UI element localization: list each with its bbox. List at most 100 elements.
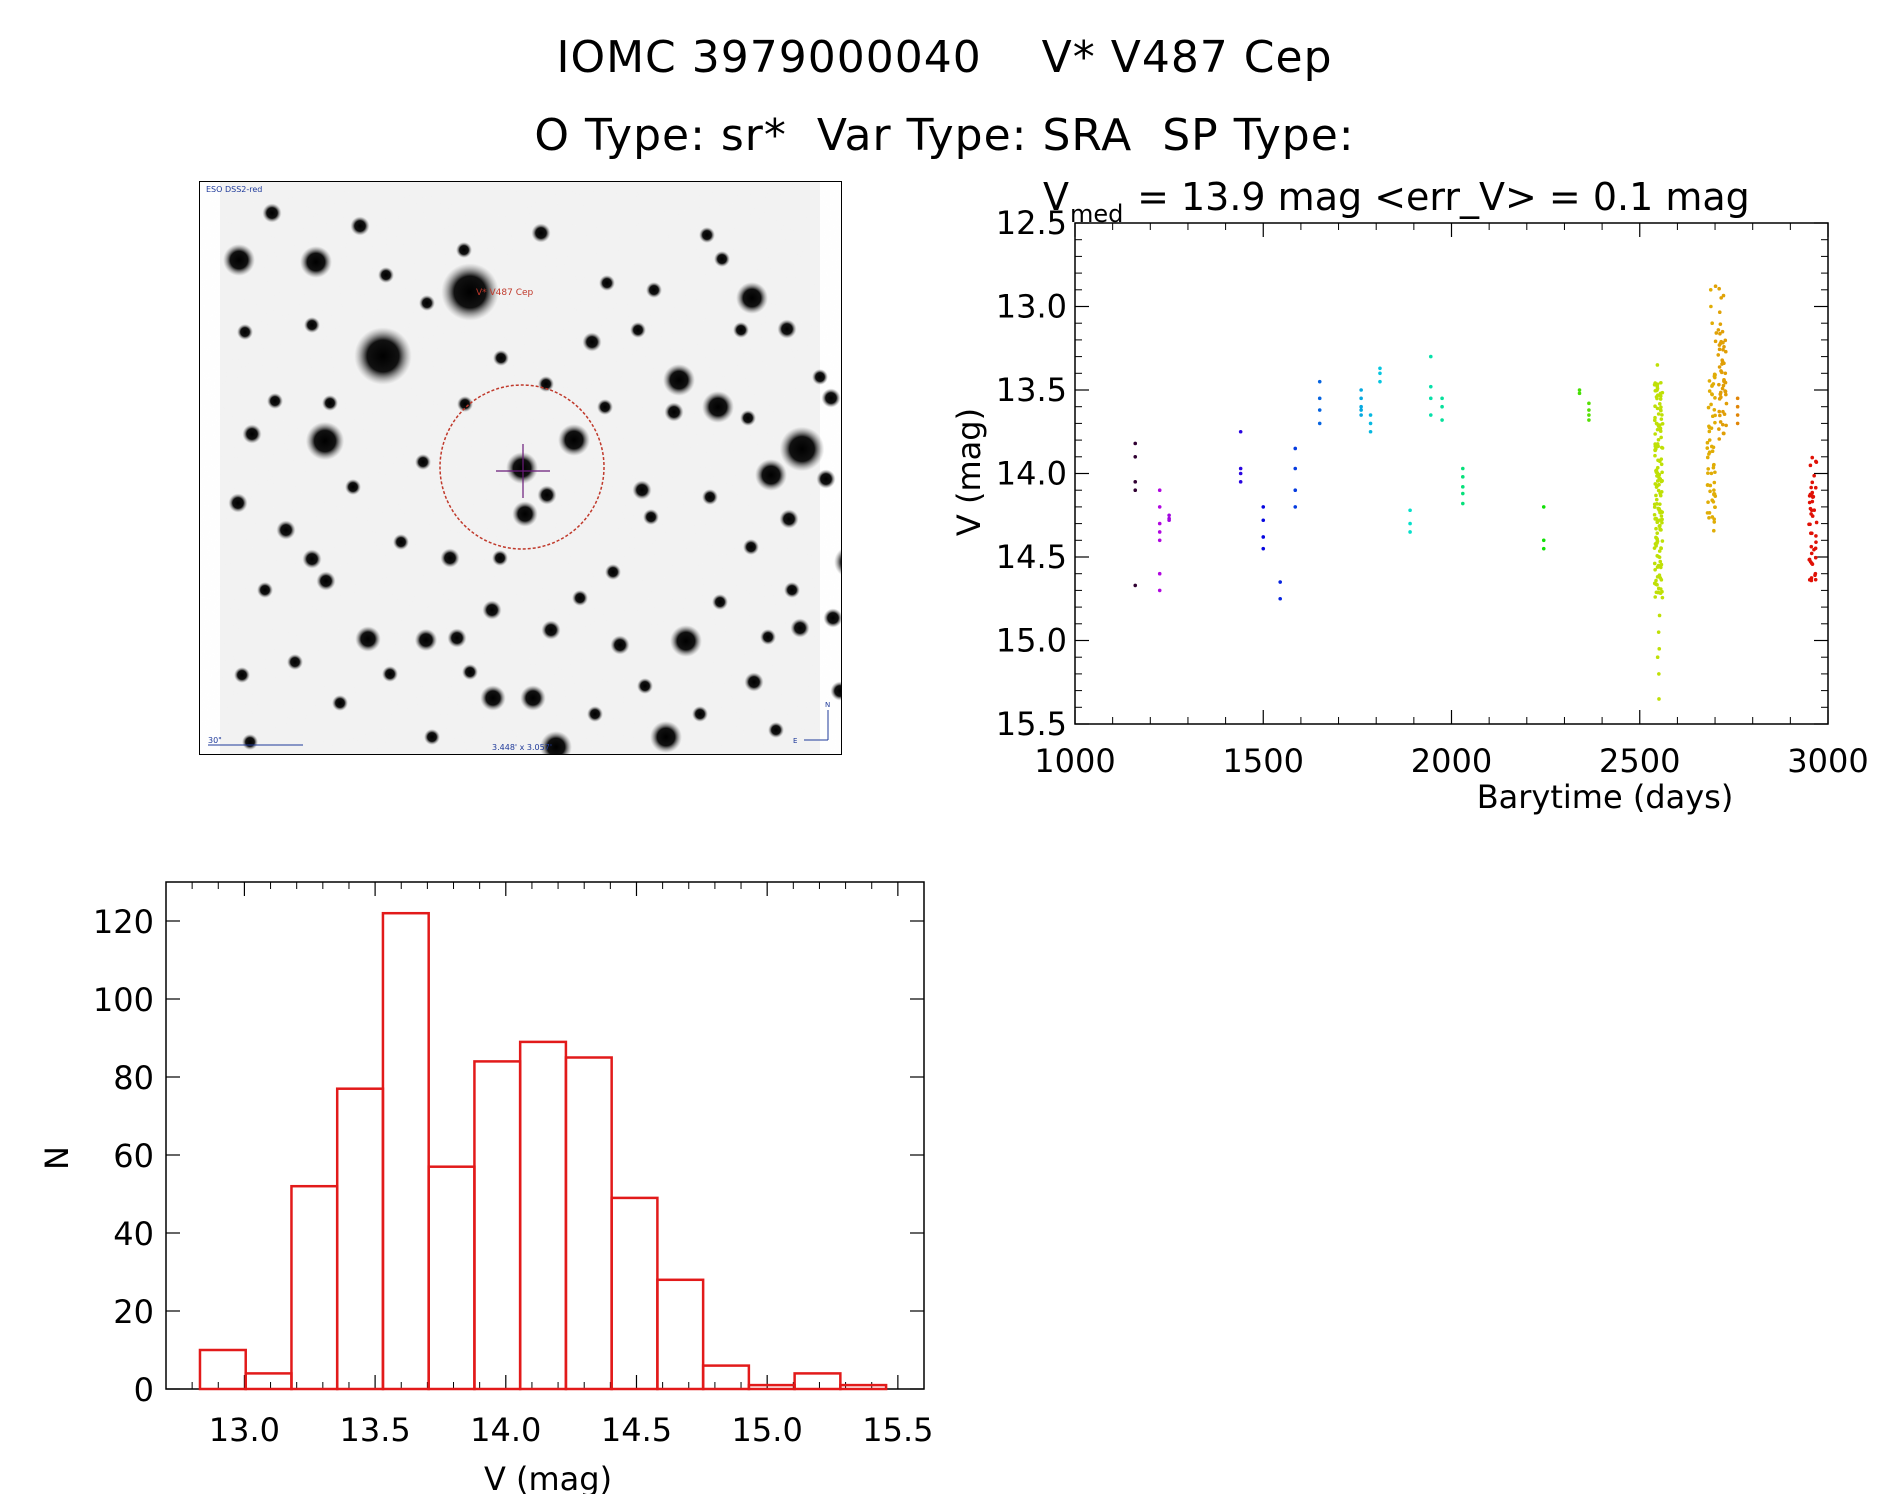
light-curve-point xyxy=(1712,480,1717,485)
light-curve-point xyxy=(1723,389,1727,393)
light-curve-point xyxy=(1577,391,1582,396)
light-curve-point xyxy=(1238,480,1243,484)
light-curve-point xyxy=(1717,343,1722,347)
light-curve-point xyxy=(1133,455,1138,459)
light-curve-point xyxy=(1408,508,1412,513)
star xyxy=(382,666,398,682)
star xyxy=(760,629,776,645)
star xyxy=(821,388,841,408)
light-curve-point xyxy=(1718,322,1723,326)
light-curve-point xyxy=(1658,397,1663,401)
light-curve-point xyxy=(1655,655,1660,659)
light-curve-point xyxy=(1659,417,1664,421)
light-curve-point xyxy=(1317,421,1322,426)
star-type-line: O Type: sr* Var Type: SRA SP Type: xyxy=(534,110,1355,161)
light-curve-point xyxy=(1717,286,1721,291)
light-curve-point xyxy=(1717,409,1722,414)
sky-image-panel: ESO DSS2-red V* V487 Cep 30" 3.448' x 3.… xyxy=(199,181,866,763)
light-curve-point xyxy=(1659,528,1663,532)
light-curve-point xyxy=(1157,538,1162,543)
light-curve-point xyxy=(1261,505,1266,509)
light-curve-point xyxy=(1719,339,1723,344)
light-curve-point xyxy=(1656,488,1661,493)
star xyxy=(242,734,258,750)
light-curve-point xyxy=(1587,413,1591,417)
light-curve-point xyxy=(1133,488,1138,493)
light-curve-point xyxy=(1710,392,1714,396)
light-curve-point xyxy=(1809,485,1813,490)
star xyxy=(630,322,646,338)
light-curve-point xyxy=(1713,470,1717,475)
light-curve-point xyxy=(1720,359,1725,364)
histogram-bar xyxy=(244,1372,293,1391)
star xyxy=(414,628,438,652)
histogram-bar xyxy=(335,1087,385,1391)
light-curve-point xyxy=(1809,551,1814,556)
light-curve-axes: 1000 1500 2000 2500 3000 12.5 13.0 13.5 14.0 14.5… xyxy=(996,204,1869,780)
light-curve-point xyxy=(1723,338,1728,343)
star xyxy=(378,267,394,283)
light-curve-point xyxy=(1814,540,1818,544)
light-curve-point xyxy=(1717,347,1722,352)
light-curve-point xyxy=(1660,421,1665,426)
light-curve-point xyxy=(1654,493,1658,498)
light-curve-point xyxy=(1713,396,1717,400)
annotation-sub: med xyxy=(1070,200,1123,228)
light-curve-point xyxy=(1809,531,1813,536)
star xyxy=(482,600,502,620)
light-curve-point xyxy=(1807,558,1812,562)
star xyxy=(572,590,588,606)
light-curve-point xyxy=(1657,672,1661,676)
light-curve-point xyxy=(1656,630,1661,634)
light-curve-point xyxy=(1705,483,1710,487)
star xyxy=(637,678,653,694)
light-curve-point xyxy=(1813,546,1818,551)
y-tick-label: 40 xyxy=(113,1215,154,1253)
median-annotation: V med = 13.9 mag <err_V> = 0.1 mag xyxy=(1043,175,1750,228)
star xyxy=(242,424,262,444)
light-curve-point xyxy=(1718,331,1722,336)
star xyxy=(712,594,728,610)
star xyxy=(345,479,361,495)
histogram-xlabel: V (mag) xyxy=(484,1460,612,1494)
light-curve-point xyxy=(1378,379,1382,384)
light-curve-xlabel: Barytime (days) xyxy=(1477,778,1734,816)
light-curve-point xyxy=(1157,488,1162,493)
light-curve-point xyxy=(1711,528,1716,533)
star xyxy=(506,452,538,484)
annotation-v: V xyxy=(1043,175,1069,219)
x-tick-label: 14.0 xyxy=(470,1411,541,1449)
star xyxy=(322,395,338,411)
light-curve-point xyxy=(1658,391,1663,396)
light-curve-point xyxy=(1809,544,1814,549)
histogram-bar xyxy=(518,1040,568,1391)
x-tick-label: 1000 xyxy=(1034,742,1115,780)
star xyxy=(699,227,715,243)
y-tick-label: 14.0 xyxy=(996,455,1067,493)
light-curve-point xyxy=(1655,479,1660,483)
light-curve-point xyxy=(1711,382,1716,386)
light-curve-point xyxy=(1659,380,1663,385)
histogram-ylabel: N xyxy=(40,1146,76,1170)
light-curve-point xyxy=(1735,413,1740,417)
light-curve-point xyxy=(1710,321,1714,325)
light-curve-point xyxy=(1717,382,1721,387)
light-curve-point xyxy=(1813,485,1818,490)
light-curve-point xyxy=(1705,440,1710,445)
light-curve-point xyxy=(1359,388,1363,392)
light-curve-point xyxy=(1577,388,1582,392)
light-curve-point xyxy=(1167,516,1171,521)
light-curve-point xyxy=(1719,296,1723,300)
histogram-bar xyxy=(610,1196,659,1391)
light-curve-point xyxy=(1718,390,1723,395)
light-curve-point xyxy=(1660,510,1665,514)
light-curve-point xyxy=(1814,520,1819,525)
x-tick-label: 2500 xyxy=(1599,742,1680,780)
light-curve-point xyxy=(1653,595,1658,599)
light-curve-point xyxy=(1317,408,1322,412)
light-curve-point xyxy=(1660,479,1664,483)
histogram-bar xyxy=(747,1383,796,1391)
star xyxy=(531,223,551,243)
light-curve-point xyxy=(1712,517,1716,521)
star xyxy=(512,501,538,527)
